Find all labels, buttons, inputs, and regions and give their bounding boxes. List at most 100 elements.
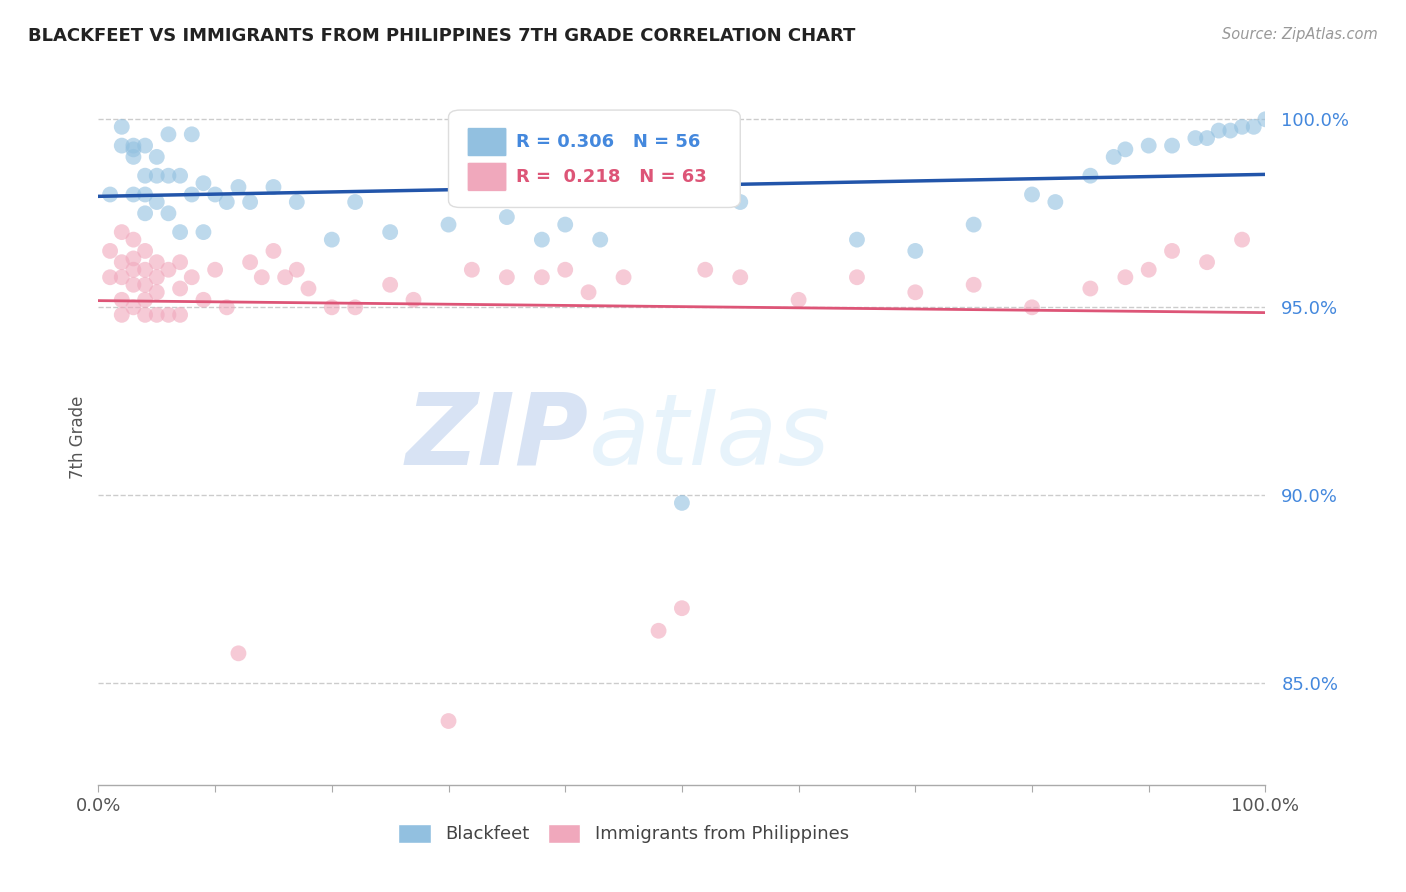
Point (437, 714, 460, 728)
Point (671, 496, 693, 510)
Point (962, 277, 984, 292)
Point (146, 285, 169, 300)
Point (846, 233, 869, 247)
Point (1080, 281, 1102, 295)
Point (157, 262, 180, 277)
Point (1195, 131, 1218, 145)
Point (730, 194, 752, 209)
Point (193, 225, 215, 239)
Point (146, 150, 169, 164)
Point (578, 285, 600, 300)
Point (1219, 123, 1241, 137)
Point (250, 270, 273, 285)
Point (169, 169, 191, 183)
Point (554, 218, 576, 232)
Point (122, 187, 145, 202)
Point (98, 244, 121, 258)
Point (169, 225, 191, 239)
Point (321, 233, 343, 247)
Point (193, 293, 215, 307)
Point (146, 270, 169, 285)
Point (1114, 142, 1136, 156)
Point (321, 301, 343, 315)
Point (157, 128, 180, 142)
FancyBboxPatch shape (467, 128, 508, 157)
Point (671, 601, 693, 615)
Text: ZIP: ZIP (405, 389, 589, 485)
Point (1161, 244, 1184, 258)
Point (344, 301, 367, 315)
Point (274, 270, 297, 285)
Point (1230, 120, 1253, 134)
Point (111, 270, 134, 285)
Point (554, 262, 576, 277)
Point (787, 293, 810, 307)
Point (134, 277, 156, 292)
Point (262, 180, 284, 194)
Text: R =  0.218   N = 63: R = 0.218 N = 63 (516, 168, 707, 186)
Point (1114, 270, 1136, 285)
Point (134, 262, 156, 277)
Point (904, 285, 927, 300)
Point (157, 206, 180, 220)
Point (146, 194, 169, 209)
Point (1243, 120, 1265, 134)
Point (1195, 255, 1218, 269)
Point (380, 225, 402, 239)
Point (157, 308, 180, 322)
Point (1080, 169, 1102, 183)
Point (180, 187, 202, 202)
Point (285, 262, 308, 277)
Point (122, 262, 145, 277)
Point (239, 255, 262, 269)
Point (1102, 150, 1125, 164)
Point (1161, 138, 1184, 153)
Text: Source: ZipAtlas.com: Source: ZipAtlas.com (1222, 27, 1378, 42)
Point (1230, 233, 1253, 247)
Point (437, 218, 460, 232)
Point (98, 187, 121, 202)
Point (134, 308, 156, 322)
Point (228, 180, 250, 194)
Point (169, 255, 191, 269)
Legend: Blackfeet, Immigrants from Philippines: Blackfeet, Immigrants from Philippines (389, 815, 858, 853)
Point (180, 128, 202, 142)
Point (1137, 262, 1160, 277)
Point (496, 210, 519, 224)
Point (589, 233, 612, 247)
Point (297, 281, 319, 295)
Point (239, 194, 262, 209)
Point (380, 277, 402, 292)
Point (157, 169, 180, 183)
Point (122, 142, 145, 156)
Point (134, 187, 156, 202)
FancyBboxPatch shape (449, 110, 741, 208)
Point (344, 194, 367, 209)
Point (111, 225, 134, 239)
Point (111, 255, 134, 269)
Text: atlas: atlas (589, 389, 830, 485)
Point (262, 244, 284, 258)
Point (215, 301, 238, 315)
Point (122, 252, 145, 266)
Point (1208, 123, 1230, 137)
Point (204, 262, 226, 277)
Point (122, 277, 145, 292)
Point (134, 293, 156, 307)
Point (122, 138, 145, 153)
Point (180, 270, 202, 285)
Point (146, 169, 169, 183)
Point (122, 301, 145, 315)
Point (134, 244, 156, 258)
Point (461, 262, 484, 277)
Text: BLACKFEET VS IMMIGRANTS FROM PHILIPPINES 7TH GRADE CORRELATION CHART: BLACKFEET VS IMMIGRANTS FROM PHILIPPINES… (28, 27, 855, 45)
Point (530, 233, 553, 247)
Point (146, 308, 169, 322)
Point (402, 293, 425, 307)
Point (1021, 301, 1043, 315)
Point (215, 194, 238, 209)
Point (1184, 131, 1206, 145)
Point (695, 262, 717, 277)
Point (1254, 112, 1277, 127)
Point (122, 150, 145, 164)
